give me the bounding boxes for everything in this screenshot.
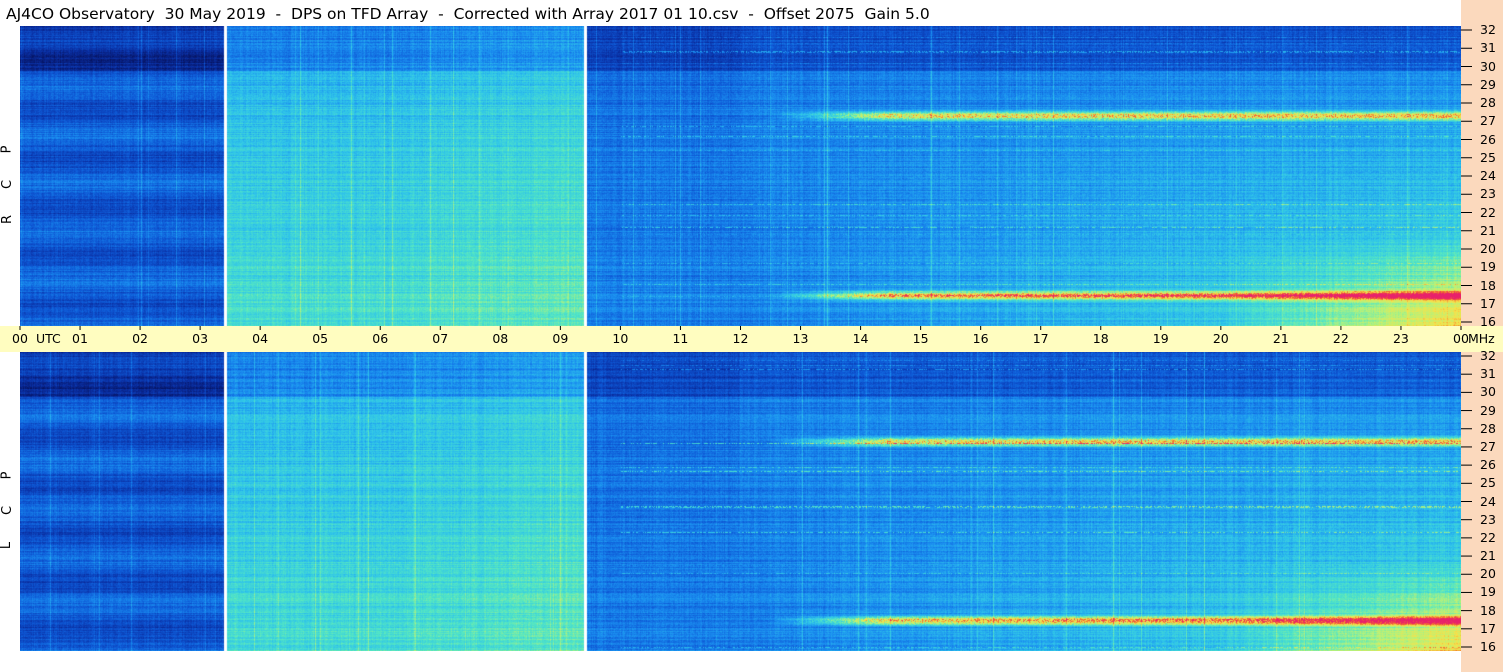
rcp-spectrogram [20, 26, 1461, 326]
mhz-tick-label: 17 [1480, 620, 1496, 636]
mhz-tick-label: 21 [1480, 548, 1496, 564]
mhz-tick-label: 28 [1480, 420, 1496, 436]
mhz-tick-label: 24 [1480, 168, 1496, 183]
mhz-tick-label: 30 [1480, 384, 1496, 400]
mhz-tick-label: 18 [1480, 602, 1496, 618]
mhz-tick-label: 20 [1480, 241, 1496, 256]
mhz-tick-label: 19 [1480, 259, 1496, 275]
chart-title: AJ4CO Observatory 30 May 2019 - DPS on T… [6, 5, 930, 23]
utc-tick-label: 11 [672, 331, 689, 346]
utc-tick-label: 17 [1032, 331, 1049, 346]
lcp-spectrogram [20, 352, 1461, 651]
mhz-tick-label: 21 [1480, 222, 1496, 238]
mhz-tick-label: 24 [1480, 493, 1496, 509]
utc-tick-label: 21 [1272, 331, 1289, 346]
mhz-tick-label: 28 [1480, 95, 1496, 110]
utc-tick-label: 01 [72, 331, 88, 346]
utc-tick-label: 04 [252, 331, 269, 346]
mhz-tick-label: 26 [1480, 457, 1496, 473]
utc-tick-label: 07 [432, 331, 449, 346]
mhz-tick-label: 16 [1480, 639, 1496, 654]
utc-tick-label: 10 [612, 331, 629, 346]
mhz-tick-label: 27 [1480, 113, 1496, 129]
mhz-tick-label: 25 [1480, 475, 1496, 491]
mhz-tick-label: 29 [1480, 402, 1496, 418]
rcp-label-letter: P [0, 145, 15, 154]
utc-tick-label: 13 [792, 331, 809, 346]
utc-tick-label: 14 [852, 331, 869, 346]
utc-tick-label: 05 [312, 331, 329, 346]
mhz-tick-label: 16 [1480, 314, 1496, 329]
lcp-spectrogram-panel [20, 352, 1461, 651]
time-axis-band [0, 326, 1503, 352]
rcp-label-letter: C [0, 179, 16, 190]
utc-tick-label: 20 [1212, 331, 1229, 346]
mhz-tick-label: 25 [1480, 149, 1496, 165]
utc-tick-label: 15 [912, 331, 929, 346]
utc-tick-label: 08 [492, 331, 509, 346]
mhz-tick-label: 23 [1480, 186, 1496, 202]
mhz-tick-label: 26 [1480, 131, 1496, 147]
utc-tick-label: 16 [972, 331, 989, 346]
mhz-tick-label: 22 [1480, 204, 1496, 220]
lcp-label-letter: P [0, 471, 15, 479]
utc-tick-label: 06 [372, 331, 389, 346]
utc-tick-label: 23 [1392, 331, 1409, 346]
utc-tick-label: 22 [1332, 331, 1349, 346]
mhz-tick-label: 31 [1480, 40, 1496, 56]
utc-unit-label: UTC [36, 331, 61, 346]
mhz-tick-label: 20 [1480, 566, 1496, 582]
lcp-label-letter: C [0, 505, 16, 515]
utc-tick-label: 00 [12, 331, 28, 346]
utc-tick-label: 03 [192, 331, 209, 346]
mhz-tick-label: 32 [1480, 22, 1496, 37]
mhz-tick-label: 23 [1480, 511, 1496, 527]
mhz-tick-label: 30 [1480, 58, 1496, 74]
utc-tick-label: 00 [1453, 331, 1469, 346]
rcp-spectrogram-panel [20, 26, 1461, 326]
mhz-tick-label: 29 [1480, 76, 1496, 92]
lcp-label-letter: L [0, 541, 15, 549]
mhz-tick-label: 19 [1480, 584, 1496, 600]
rcp-label-letter: R [0, 214, 16, 225]
utc-tick-label: 12 [732, 331, 749, 346]
utc-tick-label: 02 [132, 331, 148, 346]
mhz-tick-label: 31 [1480, 366, 1496, 382]
mhz-tick-label: 27 [1480, 438, 1496, 454]
mhz-unit-label: MHz [1468, 331, 1495, 346]
mhz-tick-label: 17 [1480, 295, 1496, 311]
utc-tick-label: 18 [1092, 331, 1109, 346]
mhz-tick-label: 18 [1480, 277, 1496, 293]
mhz-tick-label: 32 [1480, 348, 1496, 363]
utc-tick-label: 09 [552, 331, 569, 346]
mhz-tick-label: 22 [1480, 529, 1496, 545]
utc-tick-label: 19 [1152, 331, 1169, 346]
